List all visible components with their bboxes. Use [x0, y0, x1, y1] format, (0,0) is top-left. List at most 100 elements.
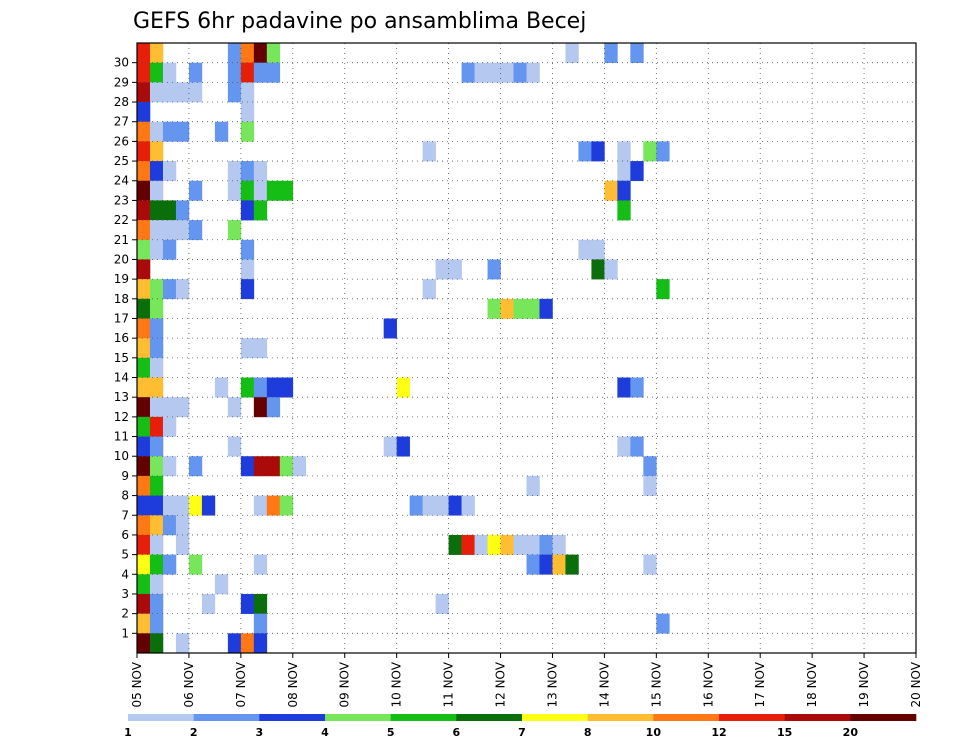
legend-swatch: [587, 714, 654, 721]
heatmap-cell: [240, 456, 255, 477]
heatmap-cell: [227, 43, 242, 63]
heatmap-cell: [240, 377, 255, 398]
heatmap-cell: [162, 200, 177, 221]
y-tick-label: 28: [114, 95, 129, 109]
y-tick-label: 6: [121, 528, 129, 542]
heatmap-cell: [227, 220, 242, 241]
heatmap-cell: [604, 180, 618, 201]
heatmap-cell: [149, 397, 164, 418]
heatmap-cell: [137, 102, 151, 123]
x-tick-label: 19 NOV: [857, 661, 871, 707]
heatmap-cell: [162, 397, 177, 418]
heatmap-cell: [240, 259, 255, 280]
legend-swatch: [259, 714, 326, 721]
heatmap-cell: [175, 279, 190, 300]
heatmap-cell: [188, 180, 203, 201]
y-tick-label: 18: [114, 292, 129, 306]
heatmap-cell: [188, 82, 203, 103]
y-tick-label: 7: [121, 508, 129, 522]
heatmap-cell: [137, 180, 151, 201]
y-tick-label: 30: [114, 56, 129, 70]
heatmap-cell: [422, 279, 436, 300]
heatmap-cell: [149, 82, 164, 103]
heatmap-cell: [552, 554, 566, 575]
x-tick-label: 15 NOV: [649, 661, 663, 707]
heatmap-cell: [643, 456, 657, 477]
legend-label: 20: [843, 726, 859, 739]
heatmap-cell: [643, 475, 657, 496]
heatmap-cell: [227, 633, 242, 654]
heatmap-cell: [137, 220, 151, 241]
heatmap-cell: [435, 495, 449, 516]
heatmap-cell: [500, 534, 514, 555]
legend-swatch: [522, 714, 588, 721]
heatmap-cell: [448, 259, 462, 280]
heatmap-cell: [604, 259, 618, 280]
heatmap-cell: [149, 239, 164, 260]
heatmap-cell: [630, 43, 644, 63]
heatmap-cell: [227, 436, 242, 457]
heatmap-cell: [137, 534, 151, 555]
y-tick-label: 24: [114, 174, 129, 188]
x-tick-label: 18 NOV: [805, 661, 819, 707]
heatmap-cell: [137, 495, 151, 516]
heatmap-cell: [175, 82, 190, 103]
legend-label: 10: [646, 726, 662, 739]
y-tick-label: 15: [114, 351, 129, 365]
heatmap-cell: [137, 259, 151, 280]
x-tick-label: 17 NOV: [753, 661, 767, 707]
heatmap-cell: [266, 495, 281, 516]
heatmap-cell: [137, 161, 151, 182]
y-tick-label: 12: [114, 410, 129, 424]
heatmap-cell: [461, 62, 475, 83]
heatmap-cell: [656, 141, 670, 162]
y-tick-label: 4: [121, 567, 129, 581]
heatmap-cell: [149, 62, 164, 83]
heatmap-cell: [137, 574, 151, 595]
heatmap-cell: [149, 515, 164, 536]
y-tick-label: 25: [114, 154, 129, 168]
heatmap-cell: [137, 475, 151, 496]
plot-frame: [136, 42, 917, 654]
y-tick-label: 11: [114, 430, 129, 444]
heatmap-cell: [604, 43, 618, 63]
grid-lines: [137, 43, 916, 653]
heatmap-cell: [137, 436, 151, 457]
heatmap-cell: [643, 554, 657, 575]
heatmap-cell: [137, 239, 151, 260]
heatmap-cell: [266, 377, 281, 398]
heatmap-cell: [487, 259, 501, 280]
heatmap-cell: [500, 62, 514, 83]
heatmap-cell: [539, 554, 553, 575]
y-tick-label: 5: [121, 548, 129, 562]
heatmap-cell: [422, 495, 436, 516]
heatmap-cell: [448, 534, 462, 555]
heatmap-cell: [137, 397, 151, 418]
heatmap-cell: [253, 180, 268, 201]
y-tick-label: 1: [121, 626, 129, 640]
heatmap-cell: [279, 495, 294, 516]
heatmap-cell: [240, 82, 255, 103]
heatmap-cell: [630, 436, 644, 457]
heatmap-cell: [383, 318, 397, 339]
heatmap-cell: [253, 495, 268, 516]
heatmap-cell: [513, 62, 527, 83]
heatmap-cell: [253, 200, 268, 221]
cells-layer: [137, 43, 670, 654]
y-tick-label: 20: [114, 252, 129, 266]
heatmap-cell: [149, 180, 164, 201]
y-tick-label: 9: [121, 469, 129, 483]
legend-swatch: [325, 714, 391, 721]
heatmap-cell: [227, 82, 242, 103]
y-tick-label: 17: [114, 311, 129, 325]
heatmap-cell: [422, 141, 436, 162]
heatmap-cell: [253, 554, 268, 575]
heatmap-cell: [578, 239, 592, 260]
heatmap-cell: [435, 593, 449, 614]
heatmap-cell: [149, 338, 164, 359]
y-tick-label: 27: [114, 115, 129, 129]
heatmap-cell: [526, 475, 540, 496]
heatmap-cell: [137, 357, 151, 378]
heatmap-cell: [137, 200, 151, 221]
